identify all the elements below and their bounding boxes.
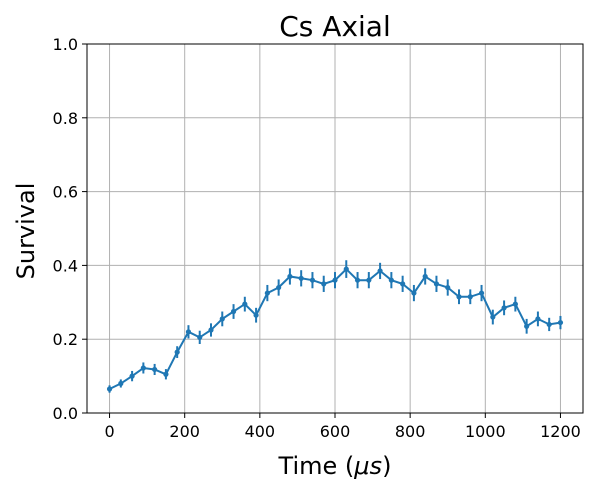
data-point: [445, 284, 451, 291]
data-point: [174, 349, 180, 355]
data-point: [501, 305, 507, 311]
x-axis-title-symbol: μs: [353, 452, 382, 480]
data-point: [354, 277, 361, 283]
data-point: [163, 371, 169, 377]
data-point: [197, 334, 203, 340]
y-axis-ticks: 0.0 0.2 0.4 0.6 0.8 1.0: [53, 35, 87, 423]
data-point: [366, 277, 372, 283]
x-axis-title-text: Time (: [278, 452, 355, 480]
x-tick-label: 0: [104, 422, 114, 441]
data-point: [377, 268, 383, 274]
grid-lines: [87, 43, 583, 414]
y-tick-label: 0.8: [53, 109, 78, 128]
data-point: [490, 314, 496, 320]
chart-title: Cs Axial: [279, 10, 390, 43]
y-tick-label: 0.2: [53, 330, 78, 349]
data-point: [276, 284, 282, 291]
data-point: [535, 316, 541, 322]
data-point: [512, 301, 518, 307]
data-point: [411, 290, 417, 296]
data-point: [343, 266, 349, 272]
data-point: [478, 290, 485, 296]
data-point: [264, 290, 270, 296]
data-point: [287, 273, 293, 280]
x-tick-label: 1200: [540, 422, 581, 441]
data-series: [106, 260, 564, 393]
data-point: [253, 312, 259, 318]
y-axis-title: Survival: [12, 183, 40, 280]
y-tick-label: 0.4: [53, 256, 78, 275]
x-axis-title: Time (μs): [278, 452, 392, 480]
data-point: [467, 294, 473, 300]
data-point: [118, 380, 124, 387]
y-tick-label: 0.6: [53, 183, 78, 202]
data-point: [185, 329, 192, 335]
x-tick-label: 1000: [465, 422, 506, 441]
y-tick-label: 0.0: [53, 404, 78, 423]
data-point: [321, 281, 327, 287]
data-point: [456, 294, 462, 300]
data-point: [546, 321, 552, 328]
data-point: [219, 316, 225, 322]
x-tick-label: 800: [395, 422, 426, 441]
x-axis-title-end: ): [382, 452, 391, 480]
data-point: [152, 366, 158, 373]
data-point: [298, 275, 304, 281]
x-axis-ticks: 0 200 400 600 800 1000 1200: [104, 413, 581, 441]
x-tick-label: 200: [169, 422, 200, 441]
data-point: [557, 319, 564, 326]
data-point: [230, 308, 237, 315]
data-point: [332, 277, 338, 283]
y-tick-label: 1.0: [53, 35, 78, 54]
data-point: [433, 281, 440, 287]
data-point: [309, 277, 316, 283]
x-tick-label: 600: [320, 422, 351, 441]
data-point: [140, 365, 146, 371]
data-point: [422, 273, 428, 280]
data-point: [129, 373, 135, 379]
data-point: [400, 281, 406, 287]
data-point: [106, 386, 113, 392]
data-point: [208, 327, 214, 333]
data-point: [388, 277, 394, 283]
data-point: [242, 301, 248, 307]
x-tick-label: 400: [245, 422, 276, 441]
data-point: [524, 323, 530, 329]
